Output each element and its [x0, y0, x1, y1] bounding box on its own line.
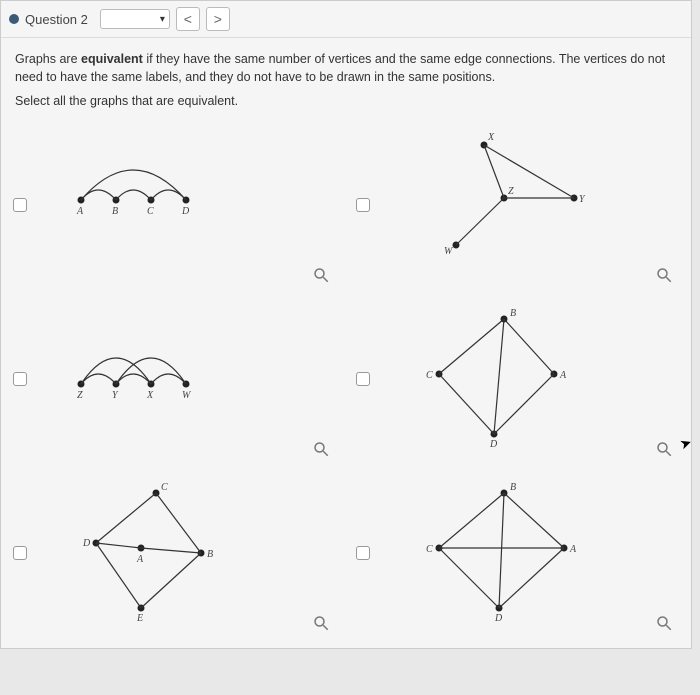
option-cell: C D A B E	[13, 468, 336, 638]
prev-button[interactable]: <	[176, 7, 200, 31]
svg-text:Y: Y	[579, 194, 586, 205]
svg-text:W: W	[444, 246, 454, 257]
svg-text:A: A	[76, 206, 84, 217]
svg-text:A: A	[559, 370, 567, 381]
prompt-section: Graphs are equivalent if they have the s…	[1, 38, 691, 114]
option-cell: A B C D	[13, 120, 336, 290]
svg-text:D: D	[494, 613, 503, 624]
graph-1: A B C D	[41, 120, 336, 290]
svg-text:B: B	[510, 482, 516, 493]
graph-2: X Z Y W	[384, 120, 679, 290]
option-checkbox[interactable]	[13, 198, 27, 212]
option-checkbox[interactable]	[13, 546, 27, 560]
svg-text:W: W	[182, 390, 192, 401]
magnify-icon[interactable]	[312, 440, 330, 458]
status-dot	[9, 14, 19, 24]
question-header: Question 2 ▾ < >	[1, 1, 691, 38]
magnify-icon[interactable]	[655, 440, 673, 458]
option-checkbox[interactable]	[356, 546, 370, 560]
option-checkbox[interactable]	[13, 372, 27, 386]
svg-text:E: E	[136, 613, 143, 624]
svg-text:D: D	[489, 439, 498, 450]
svg-text:B: B	[112, 206, 118, 217]
graph-6: B C A D	[384, 468, 679, 638]
svg-text:Z: Z	[77, 390, 83, 401]
svg-text:Y: Y	[112, 390, 119, 401]
next-button[interactable]: >	[206, 7, 230, 31]
prompt-instruction: Select all the graphs that are equivalen…	[15, 92, 677, 110]
svg-text:Z: Z	[508, 186, 514, 197]
graph-4: B C A D	[384, 294, 679, 464]
svg-text:B: B	[510, 308, 516, 319]
svg-text:D: D	[181, 206, 190, 217]
svg-text:C: C	[426, 544, 433, 555]
magnify-icon[interactable]	[655, 266, 673, 284]
magnify-icon[interactable]	[655, 614, 673, 632]
question-label: Question 2	[25, 12, 88, 27]
magnify-icon[interactable]	[312, 614, 330, 632]
option-cell: B C A D	[356, 294, 679, 464]
magnify-icon[interactable]	[312, 266, 330, 284]
svg-text:D: D	[82, 538, 91, 549]
svg-text:B: B	[207, 549, 213, 560]
option-cell: Z Y X W	[13, 294, 336, 464]
option-cell: X Z Y W	[356, 120, 679, 290]
svg-text:C: C	[426, 370, 433, 381]
option-checkbox[interactable]	[356, 198, 370, 212]
question-dropdown[interactable]: ▾	[100, 9, 170, 29]
svg-text:C: C	[161, 482, 168, 493]
svg-text:X: X	[487, 132, 495, 143]
prompt-text: Graphs are equivalent if they have the s…	[15, 50, 677, 86]
option-cell: B C A D	[356, 468, 679, 638]
svg-text:X: X	[146, 390, 154, 401]
svg-text:A: A	[136, 554, 144, 565]
answers-grid: A B C D	[1, 114, 691, 648]
option-checkbox[interactable]	[356, 372, 370, 386]
graph-5: C D A B E	[41, 468, 336, 638]
chevron-down-icon: ▾	[160, 14, 165, 25]
svg-text:A: A	[569, 544, 577, 555]
graph-3: Z Y X W	[41, 294, 336, 464]
svg-text:C: C	[147, 206, 154, 217]
